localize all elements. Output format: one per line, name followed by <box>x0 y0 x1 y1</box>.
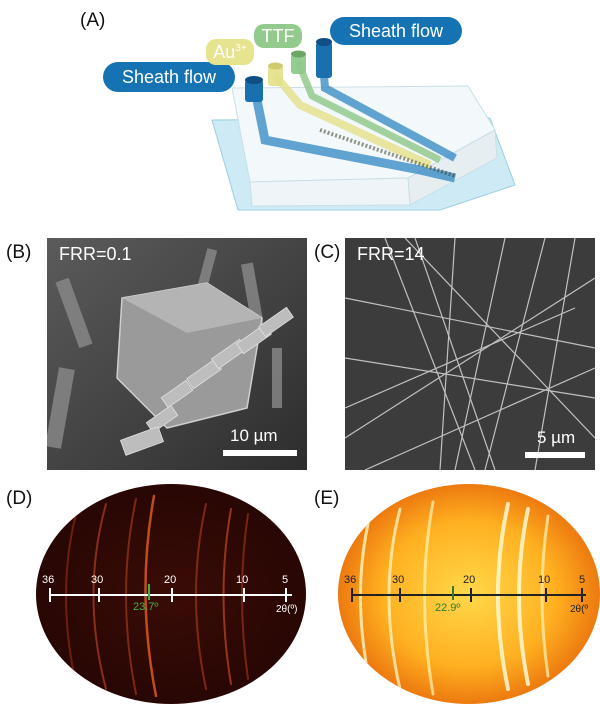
tick-36-d: 36 <box>42 574 54 586</box>
panel-e-label: (E) <box>314 488 340 509</box>
panel-b-label: (B) <box>6 242 32 263</box>
sem-image-frr-14: FRR=14 5 µm <box>345 238 595 470</box>
tick-20-e: 20 <box>463 574 475 586</box>
tick-10-d: 10 <box>236 574 248 586</box>
tick-30-d: 30 <box>91 574 103 586</box>
sem-image-frr-0-1: FRR=0.1 10 µm <box>47 238 307 470</box>
tick-20-d: 20 <box>164 574 176 586</box>
channel-au <box>271 72 432 169</box>
tick-5-d: 5 <box>282 574 288 586</box>
sheath-flow-right-label: Sheath flow <box>330 17 462 45</box>
ttf-label: TTF <box>254 24 302 48</box>
microfluidic-chip-illustration <box>211 38 516 211</box>
peak-label-e: 22.9º <box>435 602 460 614</box>
inlet-ttf <box>291 54 306 74</box>
scale-text-c: 5 µm <box>537 428 576 447</box>
scale-bar-c <box>525 452 585 458</box>
tick-10-e: 10 <box>538 574 550 586</box>
panel-a-label: (A) <box>80 10 106 31</box>
axis-unit-e: 2θ(º <box>570 604 588 615</box>
inlet-right <box>316 42 332 78</box>
sheath-flow-left-label: Sheath flow <box>103 62 235 92</box>
tick-30-e: 30 <box>392 574 404 586</box>
peak-label-d: 23.7º <box>133 601 158 613</box>
frr-label-b: FRR=0.1 <box>59 244 132 264</box>
axis-unit-d: 2θ(º) <box>276 604 297 615</box>
scale-text-b: 10 µm <box>230 426 278 445</box>
tick-5-e: 5 <box>579 574 585 586</box>
tick-36-e: 36 <box>344 574 356 586</box>
panel-c-label: (C) <box>314 242 341 263</box>
inlet-au <box>268 66 283 86</box>
scale-bar-b <box>223 450 297 456</box>
channel-left <box>250 89 457 183</box>
panel-d-label: (D) <box>6 488 33 509</box>
inlet-left <box>245 80 263 102</box>
au-label: Au3+ <box>206 39 254 65</box>
chip-block-front <box>249 177 411 207</box>
frr-label-c: FRR=14 <box>357 244 425 264</box>
xrd-pattern-d: 36 30 20 10 5 23.7º 2θ(º) <box>36 484 306 704</box>
xrd-pattern-e: 36 30 20 10 5 22.9º 2θ(º <box>338 484 600 704</box>
